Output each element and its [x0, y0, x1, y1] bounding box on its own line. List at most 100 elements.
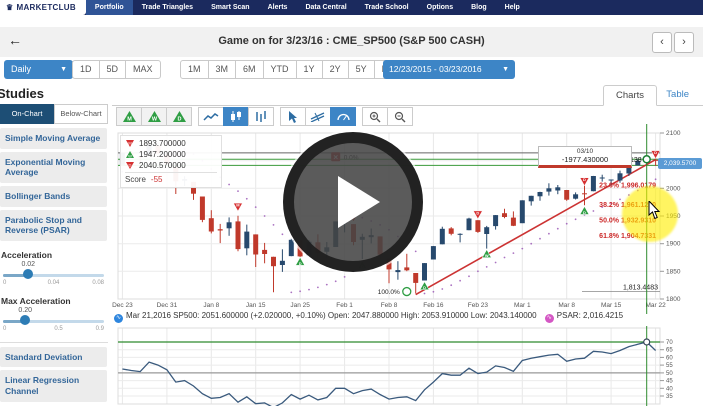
- timeframe-button-max[interactable]: MAX: [125, 60, 161, 79]
- slider-tick: 0: [3, 325, 7, 332]
- timeframe-button-1d[interactable]: 1D: [72, 60, 100, 79]
- nav-item-data-central[interactable]: Data Central: [305, 4, 347, 11]
- svg-text:2100: 2100: [666, 130, 681, 137]
- slider-track[interactable]: [3, 319, 104, 323]
- content-tabs: Charts Table: [112, 85, 703, 106]
- nav-menu: Portfolio Trade Triangles Smart Scan Alerts…: [85, 0, 529, 15]
- svg-text:Jan 25: Jan 25: [290, 302, 310, 309]
- date-range-dropdown[interactable]: 12/23/2015 - 03/23/2016 ▼: [383, 60, 515, 79]
- slider-handle[interactable]: [23, 268, 34, 279]
- svg-text:1,813.4483: 1,813.4483: [623, 285, 658, 292]
- studies-title: Studies: [0, 86, 44, 101]
- crown-icon: ♛: [6, 3, 14, 12]
- zoom-out-icon[interactable]: [387, 107, 413, 126]
- slider-tick: 0.08: [92, 279, 104, 286]
- ohlc-chart-button[interactable]: [248, 107, 274, 126]
- slider-track[interactable]: [3, 273, 104, 277]
- candlestick-chart-button[interactable]: [223, 107, 249, 126]
- prev-button[interactable]: ‹: [652, 32, 672, 53]
- legend-row: M 1893.700000: [125, 139, 217, 148]
- nav-item-alerts[interactable]: Alerts: [267, 4, 288, 11]
- study-item-simple-moving-average[interactable]: Simple Moving Average: [0, 128, 107, 149]
- score-label: Score: [125, 175, 146, 184]
- svg-text:2000: 2000: [666, 185, 681, 192]
- psar-value: PSAR: 2,016.4215: [556, 311, 624, 320]
- rsi-gridlines: [117, 327, 661, 405]
- triangle-toggle-d[interactable]: D: [166, 107, 192, 126]
- nav-item-help[interactable]: Help: [504, 4, 520, 11]
- svg-text:D: D: [299, 261, 302, 266]
- chevron-down-icon: ▼: [60, 66, 67, 73]
- svg-text:D: D: [583, 177, 586, 182]
- timeframe-button-6m[interactable]: 6M: [235, 60, 264, 79]
- svg-text:Feb 23: Feb 23: [468, 302, 489, 309]
- svg-text:1900: 1900: [666, 241, 681, 248]
- svg-text:D: D: [129, 163, 132, 168]
- nav-item-options[interactable]: Options: [426, 4, 454, 11]
- svg-text:Mar 8: Mar 8: [558, 302, 575, 309]
- slider-tick: 0: [3, 279, 7, 286]
- svg-text:70: 70: [666, 340, 673, 346]
- nav-item-smart-scan[interactable]: Smart Scan: [211, 4, 250, 11]
- timeframe-button-5y[interactable]: 5Y: [347, 60, 375, 79]
- study-item-parabolic-stop-and-reverse-psar-[interactable]: Parabolic Stop and Reverse (PSAR): [0, 209, 107, 241]
- slider-value: 0.20: [18, 306, 33, 314]
- chart-tooltip: 03/10 -1977.430000: [538, 146, 632, 168]
- logo-text: MARKETCLUB: [16, 3, 76, 12]
- slider-fill: [3, 273, 29, 277]
- timeframe-button-3m[interactable]: 3M: [207, 60, 237, 79]
- svg-text:1850: 1850: [666, 268, 681, 275]
- interval-dropdown[interactable]: Daily ▼: [4, 60, 73, 79]
- marketclub-logo[interactable]: ♛ MARKETCLUB: [0, 0, 86, 15]
- timeframe-button-1y[interactable]: 1Y: [295, 60, 323, 79]
- slider-handle[interactable]: [20, 314, 31, 325]
- timeframe-button-1m[interactable]: 1M: [180, 60, 209, 79]
- green-triangle-icon: D: [172, 111, 186, 122]
- timeframe-button-ytd[interactable]: YTD: [262, 60, 297, 79]
- triangle-down-red-icon: D: [126, 162, 134, 169]
- price-axis-tag: 2,039.5700: [658, 158, 702, 169]
- interval-value: Daily: [11, 64, 32, 74]
- study-item-linear-regression-channel[interactable]: Linear Regression Channel: [0, 370, 107, 402]
- trendline[interactable]: [415, 158, 656, 296]
- back-arrow-button[interactable]: ←: [8, 32, 22, 48]
- slider-fill: [3, 319, 26, 323]
- acceleration-slider[interactable]: 0.02 0 0.04 0.08: [3, 261, 104, 292]
- study-tab-below-chart[interactable]: Below-Chart: [54, 104, 108, 124]
- tool-group: [280, 107, 356, 126]
- study-list: Simple Moving Average Exponential Moving …: [0, 128, 108, 241]
- study-item-standard-deviation[interactable]: Standard Deviation: [0, 346, 107, 368]
- rsi-marker: [643, 338, 651, 346]
- svg-text:Feb 16: Feb 16: [423, 302, 444, 309]
- gauge-tool-button[interactable]: [330, 107, 356, 126]
- study-tab-on-chart[interactable]: On-Chart: [0, 104, 54, 124]
- study-item-bollinger-bands[interactable]: Bollinger Bands: [0, 185, 107, 207]
- svg-text:61.8% 1,904.7331: 61.8% 1,904.7331: [599, 233, 656, 240]
- tab-charts[interactable]: Charts: [603, 85, 657, 106]
- tab-table[interactable]: Table: [666, 89, 689, 100]
- tooltip-date: 03/10: [576, 148, 594, 155]
- nav-item-portfolio[interactable]: Portfolio: [85, 0, 133, 15]
- svg-text:D: D: [654, 150, 657, 155]
- timeframe-button-2y[interactable]: 2Y: [321, 60, 349, 79]
- svg-text:W: W: [128, 154, 132, 159]
- svg-text:D: D: [423, 285, 426, 290]
- max-acceleration-slider[interactable]: 0.20 0 0.5 0.9: [3, 307, 104, 338]
- study-tabs: On-Chart Below-Chart: [0, 104, 108, 124]
- next-button[interactable]: ›: [674, 32, 694, 53]
- study-item-exponential-moving-average[interactable]: Exponential Moving Average: [0, 151, 107, 183]
- nav-item-trade-school[interactable]: Trade School: [364, 4, 409, 11]
- nav-item-trade-triangles[interactable]: Trade Triangles: [141, 4, 194, 11]
- x-axis-labels: Dec 23 Dec 31 Jan 8 Jan 15 Jan 25 Feb 1 Feb 8 F…: [112, 302, 666, 309]
- video-play-button[interactable]: [283, 132, 423, 272]
- timeframe-button-5d[interactable]: 5D: [98, 60, 127, 79]
- svg-text:Feb 8: Feb 8: [381, 302, 398, 309]
- top-nav: ♛ MARKETCLUB Portfolio Trade Triangles Sma…: [0, 0, 703, 15]
- svg-text:100.0%: 100.0%: [378, 289, 400, 296]
- svg-text:1800: 1800: [666, 296, 681, 303]
- svg-text:W: W: [485, 253, 489, 258]
- nav-item-blog[interactable]: Blog: [471, 4, 487, 11]
